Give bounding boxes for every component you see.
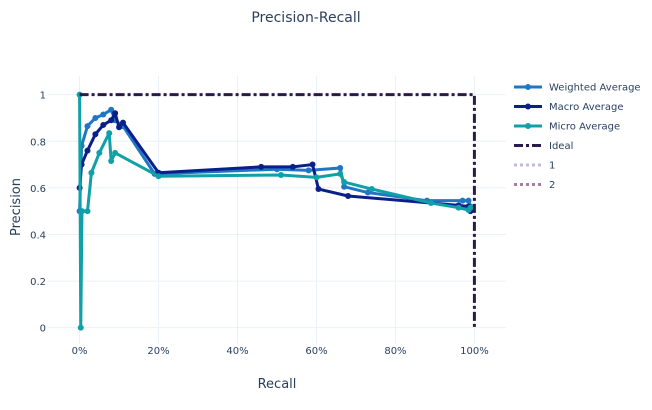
- data-point-micro-average: [112, 149, 119, 156]
- series-line-macro-average: [78, 111, 472, 212]
- chart-title: Precision-Recall: [251, 10, 360, 26]
- data-point-weighted-average: [84, 123, 91, 130]
- data-point-macro-average: [309, 161, 316, 168]
- legend-marker-micro-average: [525, 123, 531, 129]
- data-point-weighted-average: [337, 165, 344, 172]
- data-point-macro-average: [315, 186, 322, 193]
- series-line-weighted-average: [78, 108, 472, 212]
- data-point-weighted-average: [92, 114, 99, 121]
- x-tick-label: 0%: [72, 346, 88, 357]
- data-point-macro-average: [100, 121, 107, 128]
- data-point-macro-average: [289, 163, 296, 170]
- series-line-ideal: [79, 93, 476, 328]
- data-point-micro-average: [368, 186, 375, 193]
- legend: Weighted Average Macro Average Micro Avera…: [514, 83, 641, 191]
- series-line-micro-average: [78, 94, 472, 330]
- data-point-weighted-average: [108, 106, 115, 113]
- data-point-micro-average: [78, 208, 85, 215]
- data-point-micro-average: [108, 158, 115, 165]
- data-point-macro-average: [92, 131, 99, 138]
- data-point-weighted-average: [459, 197, 466, 204]
- data-point-weighted-average: [364, 189, 371, 196]
- x-tick-label: 80%: [384, 346, 406, 357]
- y-tick-label: 0.4: [30, 230, 46, 241]
- y-tick-label: 0.2: [30, 277, 46, 288]
- y-tick-label: 0: [40, 324, 46, 335]
- data-point-micro-average: [88, 169, 95, 176]
- legend-label-macro-average: Macro Average: [549, 102, 624, 113]
- data-point-micro-average: [84, 208, 91, 215]
- data-point-macro-average: [84, 147, 91, 154]
- data-point-micro-average: [337, 170, 344, 177]
- x-tick-label: 100%: [460, 346, 489, 357]
- legend-label-micro-average: Micro Average: [549, 122, 620, 133]
- data-point-micro-average: [467, 204, 474, 211]
- data-point-micro-average: [277, 172, 284, 179]
- y-tick-label: 1: [40, 91, 46, 102]
- plot-area: [76, 91, 476, 331]
- data-point-micro-average: [427, 200, 434, 207]
- data-point-micro-average: [313, 174, 320, 181]
- data-point-macro-average: [345, 193, 352, 200]
- x-tick-label: 40%: [226, 346, 248, 357]
- data-point-micro-average: [96, 149, 103, 156]
- data-point-weighted-average: [100, 111, 107, 118]
- data-point-macro-average: [112, 110, 119, 117]
- data-point-micro-average: [106, 130, 113, 137]
- y-tick-label: 0.6: [30, 184, 46, 195]
- data-point-micro-average: [455, 204, 462, 211]
- data-point-macro-average: [108, 117, 115, 124]
- data-point-micro-average: [77, 324, 84, 331]
- y-tick-label: 0.8: [30, 137, 46, 148]
- legend-label-1: 1: [549, 161, 555, 172]
- data-point-micro-average: [155, 173, 162, 180]
- data-point-weighted-average: [341, 183, 348, 190]
- data-point-macro-average: [116, 124, 123, 131]
- legend-marker-macro-average: [525, 103, 531, 110]
- legend-label-weighted-average: Weighted Average: [549, 83, 641, 94]
- data-point-micro-average: [341, 179, 348, 186]
- y-axis-title: Precision: [9, 178, 24, 236]
- x-axis-title: Recall: [258, 377, 297, 392]
- data-point-macro-average: [258, 163, 265, 170]
- x-tick-label: 20%: [147, 346, 169, 357]
- data-point-macro-average: [120, 119, 127, 126]
- data-point-weighted-average: [465, 197, 472, 204]
- x-tick-label: 60%: [305, 346, 327, 357]
- legend-label-ideal: Ideal: [549, 141, 573, 152]
- legend-marker-weighted-average: [525, 84, 531, 90]
- tick-labels: 0% 20% 40% 60% 80% 100% 0 0.2 0.4 0.6 0.8 1: [30, 91, 489, 357]
- data-point-weighted-average: [305, 167, 312, 174]
- legend-label-2: 2: [549, 180, 555, 191]
